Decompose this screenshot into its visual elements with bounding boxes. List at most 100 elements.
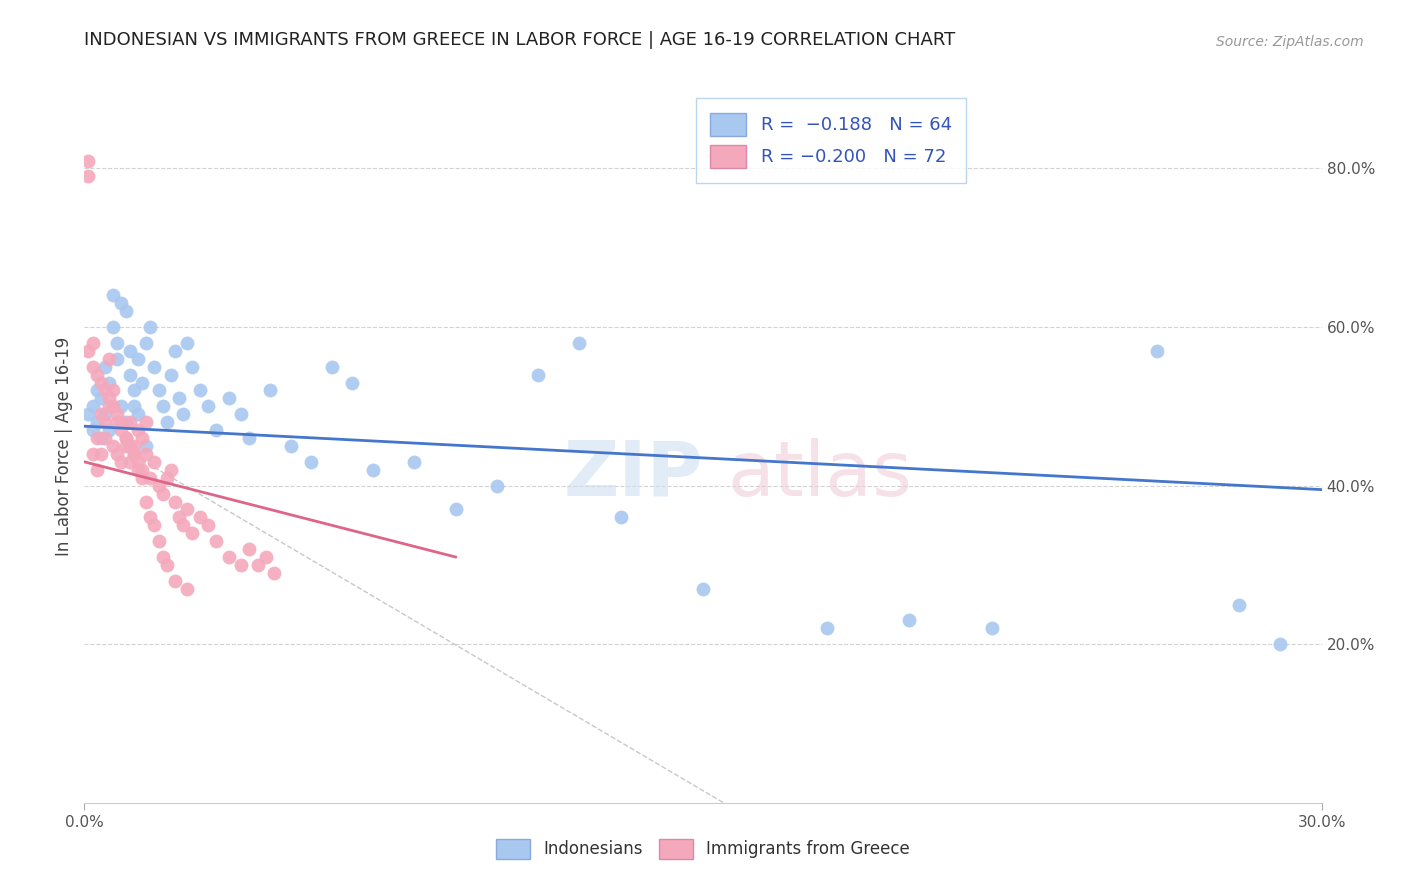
- Point: [160, 368, 183, 382]
- Point: [361, 463, 384, 477]
- Point: [77, 343, 100, 358]
- Point: [165, 343, 187, 358]
- Point: [105, 415, 128, 429]
- Point: [156, 558, 179, 572]
- Point: [299, 455, 322, 469]
- Point: [152, 549, 174, 564]
- Point: [90, 392, 112, 406]
- Point: [103, 320, 125, 334]
- Point: [135, 494, 157, 508]
- Point: [692, 582, 714, 596]
- Point: [229, 407, 252, 421]
- Point: [77, 169, 100, 184]
- Point: [1227, 598, 1250, 612]
- Point: [165, 494, 187, 508]
- Text: atlas: atlas: [728, 438, 912, 511]
- Point: [105, 335, 128, 350]
- Point: [82, 359, 104, 374]
- Point: [103, 288, 125, 302]
- Point: [90, 407, 112, 421]
- Point: [254, 549, 277, 564]
- Point: [98, 376, 121, 390]
- Point: [114, 304, 136, 318]
- Point: [176, 335, 198, 350]
- Point: [103, 439, 125, 453]
- Point: [148, 384, 170, 398]
- Point: [122, 400, 145, 414]
- Point: [197, 518, 219, 533]
- Point: [156, 415, 179, 429]
- Point: [143, 518, 166, 533]
- Point: [114, 431, 136, 445]
- Point: [152, 486, 174, 500]
- Point: [218, 549, 240, 564]
- Point: [139, 510, 162, 524]
- Point: [127, 455, 149, 469]
- Point: [238, 542, 260, 557]
- Point: [110, 415, 132, 429]
- Point: [172, 407, 194, 421]
- Point: [103, 384, 125, 398]
- Point: [105, 351, 128, 366]
- Point: [898, 614, 921, 628]
- Point: [82, 447, 104, 461]
- Point: [114, 439, 136, 453]
- Point: [94, 407, 117, 421]
- Point: [105, 407, 128, 421]
- Point: [404, 455, 426, 469]
- Point: [114, 415, 136, 429]
- Text: INDONESIAN VS IMMIGRANTS FROM GREECE IN LABOR FORCE | AGE 16-19 CORRELATION CHAR: INDONESIAN VS IMMIGRANTS FROM GREECE IN …: [84, 31, 956, 49]
- Point: [118, 439, 141, 453]
- Point: [118, 455, 141, 469]
- Point: [94, 431, 117, 445]
- Point: [110, 423, 132, 437]
- Point: [135, 439, 157, 453]
- Y-axis label: In Labor Force | Age 16-19: In Labor Force | Age 16-19: [55, 336, 73, 556]
- Point: [103, 400, 125, 414]
- Point: [127, 423, 149, 437]
- Point: [180, 526, 202, 541]
- Point: [94, 415, 117, 429]
- Point: [444, 502, 467, 516]
- Point: [127, 351, 149, 366]
- Point: [229, 558, 252, 572]
- Point: [86, 368, 108, 382]
- Point: [176, 582, 198, 596]
- Point: [280, 439, 302, 453]
- Point: [980, 621, 1002, 635]
- Point: [118, 415, 141, 429]
- Point: [131, 463, 153, 477]
- Point: [98, 392, 121, 406]
- Point: [152, 400, 174, 414]
- Point: [1146, 343, 1168, 358]
- Point: [1270, 637, 1292, 651]
- Point: [98, 351, 121, 366]
- Point: [98, 423, 121, 437]
- Point: [110, 455, 132, 469]
- Point: [342, 376, 364, 390]
- Point: [122, 384, 145, 398]
- Point: [135, 335, 157, 350]
- Point: [86, 415, 108, 429]
- Point: [135, 447, 157, 461]
- Point: [167, 392, 190, 406]
- Point: [131, 376, 153, 390]
- Point: [188, 510, 211, 524]
- Point: [609, 510, 631, 524]
- Point: [127, 407, 149, 421]
- Point: [135, 415, 157, 429]
- Point: [110, 400, 132, 414]
- Text: Source: ZipAtlas.com: Source: ZipAtlas.com: [1216, 35, 1364, 49]
- Point: [122, 439, 145, 453]
- Point: [218, 392, 240, 406]
- Legend: Indonesians, Immigrants from Greece: Indonesians, Immigrants from Greece: [489, 832, 917, 866]
- Point: [131, 471, 153, 485]
- Point: [139, 471, 162, 485]
- Point: [127, 463, 149, 477]
- Point: [82, 335, 104, 350]
- Point: [321, 359, 343, 374]
- Point: [90, 376, 112, 390]
- Point: [180, 359, 202, 374]
- Point: [94, 384, 117, 398]
- Point: [188, 384, 211, 398]
